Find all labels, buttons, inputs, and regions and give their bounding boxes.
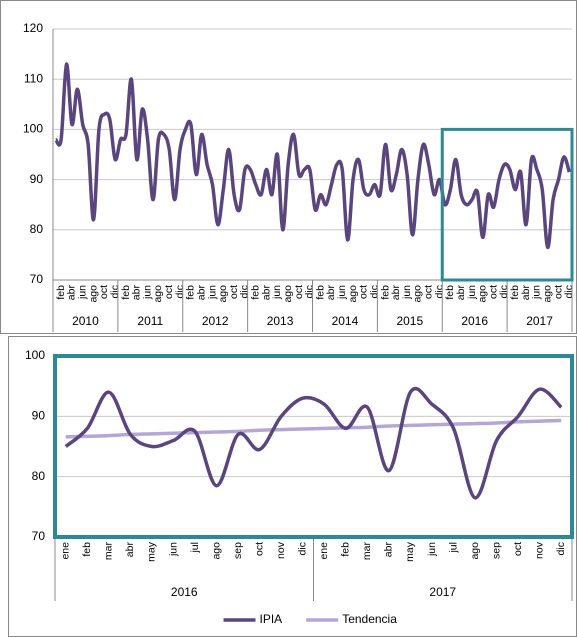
x-tick-label: oct xyxy=(487,285,499,299)
x-tick-label: ago xyxy=(87,285,99,303)
x-tick-label: nov xyxy=(533,541,545,559)
x-tick-label: feb xyxy=(444,285,456,300)
x-tick-label: oct xyxy=(253,542,265,556)
year-label: 2011 xyxy=(137,314,163,328)
x-tick-label: oct xyxy=(358,285,370,299)
x-tick-label: oct xyxy=(423,285,435,299)
x-tick-label: ago xyxy=(469,542,481,560)
y-tick-label: 70 xyxy=(30,272,44,286)
x-tick-label: sep xyxy=(490,542,502,559)
x-tick-label: ago xyxy=(210,542,222,560)
legend-label: IPIA xyxy=(260,612,283,626)
year-label: 2015 xyxy=(396,314,423,328)
highlight-frame xyxy=(53,354,574,539)
x-tick-label: abr xyxy=(383,542,395,558)
series-line xyxy=(65,418,562,439)
y-tick-label: 100 xyxy=(25,348,45,362)
x-tick-label: jun xyxy=(401,285,413,300)
x-tick-label: feb xyxy=(379,285,391,300)
series-line xyxy=(53,62,571,250)
x-tick-label: ago xyxy=(412,285,424,303)
x-tick-label: abr xyxy=(195,285,207,301)
highlight-box xyxy=(440,127,574,282)
x-tick-label: abr xyxy=(66,285,78,301)
x-tick-label: jun xyxy=(531,285,543,300)
x-tick-label: dic xyxy=(563,285,575,298)
series-line xyxy=(64,386,563,500)
x-tick-label: mar xyxy=(103,542,115,561)
x-tick-label: oct xyxy=(512,542,524,556)
x-tick-label: ago xyxy=(282,285,294,303)
x-tick-label: jun xyxy=(167,542,179,557)
x-tick-label: oct xyxy=(293,285,305,299)
y-tick-label: 90 xyxy=(30,172,44,186)
x-tick-label: jun xyxy=(77,285,89,300)
bottom-panel xyxy=(8,336,577,637)
x-tick-label: feb xyxy=(120,285,132,300)
x-tick-label: abr xyxy=(131,285,143,301)
y-tick-label: 80 xyxy=(32,469,46,483)
x-tick-label: oct xyxy=(552,285,564,299)
x-tick-label: ago xyxy=(152,285,164,303)
y-tick-label: 110 xyxy=(24,71,43,85)
x-tick-label: oct xyxy=(98,285,110,299)
x-tick-label: jun xyxy=(466,285,478,300)
x-tick-label: may xyxy=(404,541,416,562)
x-tick-label: feb xyxy=(81,542,93,557)
x-tick-label: abr xyxy=(260,285,272,301)
y-tick-label: 80 xyxy=(30,222,44,236)
year-label: 2016 xyxy=(461,314,488,328)
year-label: 2014 xyxy=(332,314,359,328)
year-label: 2012 xyxy=(202,314,229,328)
x-tick-label: oct xyxy=(163,285,175,299)
x-tick-label: ago xyxy=(541,285,553,303)
x-tick-label: jun xyxy=(206,285,218,300)
x-tick-label: oct xyxy=(228,285,240,299)
x-tick-label: feb xyxy=(314,285,326,300)
x-tick-label: feb xyxy=(250,285,262,300)
year-label: 2017 xyxy=(526,314,553,328)
x-tick-label: may xyxy=(146,541,158,562)
x-tick-label: ene xyxy=(318,542,330,560)
x-tick-label: abr xyxy=(520,285,532,301)
x-tick-label: ago xyxy=(347,285,359,303)
x-tick-label: jun xyxy=(271,285,283,300)
x-tick-label: jun xyxy=(426,542,438,557)
x-tick-label: abr xyxy=(124,542,136,558)
x-tick-label: dic xyxy=(555,542,567,555)
y-tick-label: 70 xyxy=(32,529,46,543)
x-tick-label: jun xyxy=(141,285,153,300)
x-tick-label: feb xyxy=(55,285,67,300)
x-tick-label: ago xyxy=(477,285,489,303)
legend-label: Tendencia xyxy=(342,612,397,626)
x-tick-label: ago xyxy=(217,285,229,303)
x-tick-label: jul xyxy=(189,542,201,554)
x-tick-label: jun xyxy=(336,285,348,300)
y-tick-label: 90 xyxy=(32,409,46,423)
x-tick-label: feb xyxy=(185,285,197,300)
year-label: 2010 xyxy=(72,314,99,328)
x-tick-label: mar xyxy=(361,542,373,561)
y-tick-label: 120 xyxy=(23,21,43,35)
year-label: 2017 xyxy=(429,585,456,599)
x-tick-label: feb xyxy=(509,285,521,300)
x-tick-label: abr xyxy=(455,285,467,301)
year-label: 2013 xyxy=(267,314,294,328)
y-tick-label: 100 xyxy=(23,122,43,136)
x-tick-label: ene xyxy=(60,542,72,560)
x-tick-label: dic xyxy=(297,542,309,555)
x-tick-label: feb xyxy=(340,542,352,557)
x-tick-label: sep xyxy=(232,542,244,559)
year-label: 2016 xyxy=(171,585,198,599)
x-tick-label: abr xyxy=(390,285,402,301)
x-tick-label: abr xyxy=(325,285,337,301)
x-tick-label: nov xyxy=(275,541,287,559)
x-tick-label: jul xyxy=(447,542,459,554)
